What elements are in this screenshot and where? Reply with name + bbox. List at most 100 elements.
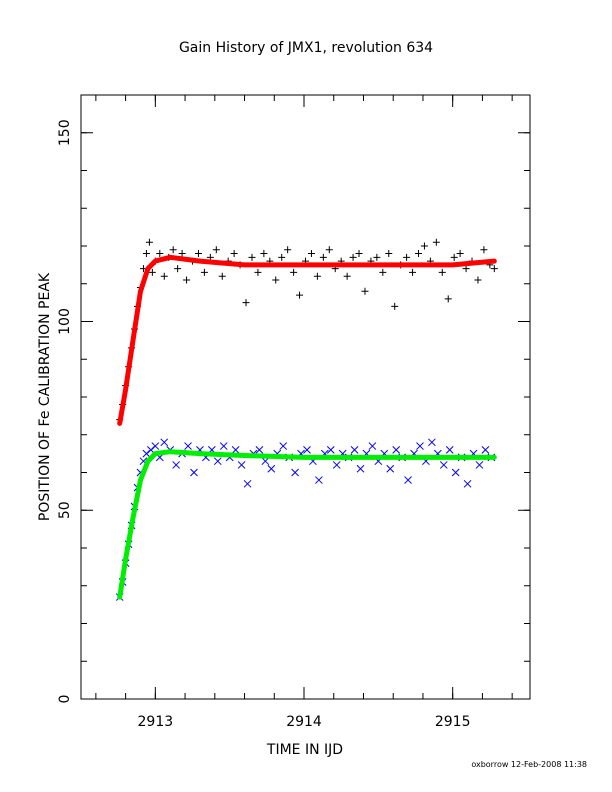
data-point (319, 253, 327, 261)
data-point (200, 268, 208, 276)
y-tick-label: 0 (57, 695, 73, 704)
data-point (379, 268, 387, 276)
data-point (349, 253, 357, 261)
data-point (148, 268, 156, 276)
data-point (439, 461, 448, 469)
series-3 (115, 438, 496, 601)
data-point (279, 442, 288, 450)
data-point (444, 295, 452, 303)
data-point (194, 250, 202, 258)
y-axis-tick-labels: 0 50 100 150 (57, 119, 73, 703)
data-point (392, 445, 401, 454)
data-point (481, 445, 490, 454)
data-point (212, 246, 220, 254)
data-point (151, 442, 160, 450)
chart-title: Gain History of JMX1, revolution 634 (179, 40, 433, 56)
data-point (475, 461, 484, 469)
data-point (169, 246, 177, 254)
data-point (368, 442, 377, 450)
plot-frame (80, 94, 531, 700)
data-point (315, 476, 323, 484)
fit-curve-2 (117, 254, 497, 426)
series-layer (115, 238, 498, 601)
data-point (172, 461, 181, 469)
data-point (445, 445, 454, 454)
data-point (420, 242, 428, 250)
data-point (343, 272, 351, 280)
y-tick-label: 50 (57, 501, 73, 519)
data-point (432, 238, 440, 246)
data-point (145, 238, 153, 246)
data-point (373, 253, 381, 261)
data-point (267, 464, 276, 473)
data-point (451, 468, 460, 477)
x-tick-label: 2915 (435, 714, 471, 730)
series-2 (117, 254, 497, 426)
y-tick-label: 150 (57, 119, 73, 146)
data-point (438, 268, 446, 276)
data-point (428, 438, 436, 447)
data-point (219, 442, 228, 450)
data-point (355, 250, 363, 258)
data-point (248, 253, 256, 261)
data-point (296, 291, 304, 299)
data-point (303, 445, 311, 454)
data-point (391, 302, 399, 310)
x-tick-label: 2913 (138, 714, 174, 730)
data-point (313, 272, 321, 280)
data-point (261, 457, 270, 466)
data-point (290, 268, 298, 276)
data-point (386, 464, 395, 473)
data-point (174, 265, 182, 273)
data-point (237, 461, 246, 469)
x-axis-ticks (95, 95, 513, 699)
footer-stamp: oxborrow 12-Feb-2008 11:38 (471, 760, 587, 769)
data-point (326, 445, 335, 454)
fit-curve-4 (117, 449, 497, 600)
data-point (474, 276, 482, 284)
data-point (255, 445, 264, 454)
data-point (403, 253, 411, 261)
data-point (325, 246, 333, 254)
data-point (409, 268, 417, 276)
data-point (463, 479, 472, 488)
data-point (218, 272, 226, 280)
data-point (356, 464, 365, 473)
data-point (178, 250, 186, 258)
data-point (260, 250, 268, 258)
data-point (307, 250, 315, 258)
data-point (142, 250, 150, 258)
data-point (414, 250, 422, 258)
data-point (254, 268, 262, 276)
x-axis-label: TIME IN IJD (266, 742, 343, 758)
data-point (184, 442, 192, 450)
data-point (156, 250, 164, 258)
data-point (332, 461, 341, 469)
data-point (160, 272, 168, 280)
x-tick-label: 2914 (286, 714, 322, 730)
data-point (243, 479, 252, 488)
data-point (183, 276, 191, 284)
data-point (291, 468, 299, 477)
data-point (230, 250, 238, 258)
data-point (462, 265, 470, 273)
data-point (160, 438, 169, 447)
data-point (231, 445, 240, 454)
data-point (456, 250, 464, 258)
y-axis-label: POSITION OF Fe CALIBRATION PEAK (37, 272, 53, 521)
data-point (278, 253, 286, 261)
data-point (416, 442, 424, 450)
data-point (480, 246, 488, 254)
data-point (350, 445, 359, 454)
data-point (450, 253, 458, 261)
data-point (490, 265, 498, 273)
data-point (361, 287, 369, 295)
data-point (284, 246, 292, 254)
x-axis-tick-labels: 2913 2914 2915 (138, 714, 471, 730)
data-point (272, 276, 280, 284)
data-point (213, 457, 222, 466)
data-point (190, 468, 198, 477)
data-point (385, 250, 393, 258)
series-4 (117, 449, 497, 600)
y-tick-label: 100 (57, 308, 73, 335)
